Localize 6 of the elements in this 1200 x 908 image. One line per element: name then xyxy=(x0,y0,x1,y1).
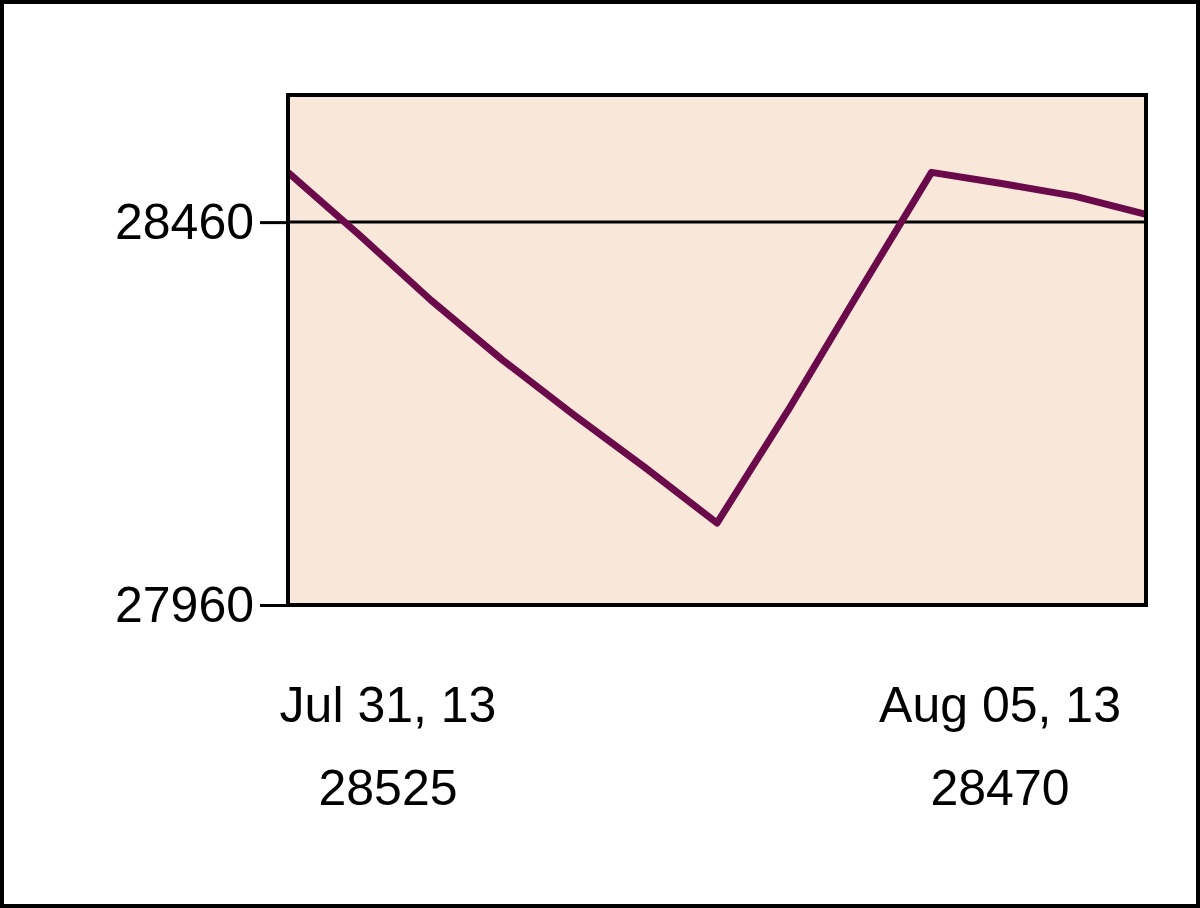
y-tick-label: 27960 xyxy=(114,576,254,633)
text: 28470 xyxy=(930,760,1070,816)
y-tick-label: 28460 xyxy=(114,193,254,250)
text: Jul 31, 13 xyxy=(279,677,497,733)
text: 28525 xyxy=(318,760,458,816)
text: Aug 05, 13 xyxy=(879,677,1121,733)
